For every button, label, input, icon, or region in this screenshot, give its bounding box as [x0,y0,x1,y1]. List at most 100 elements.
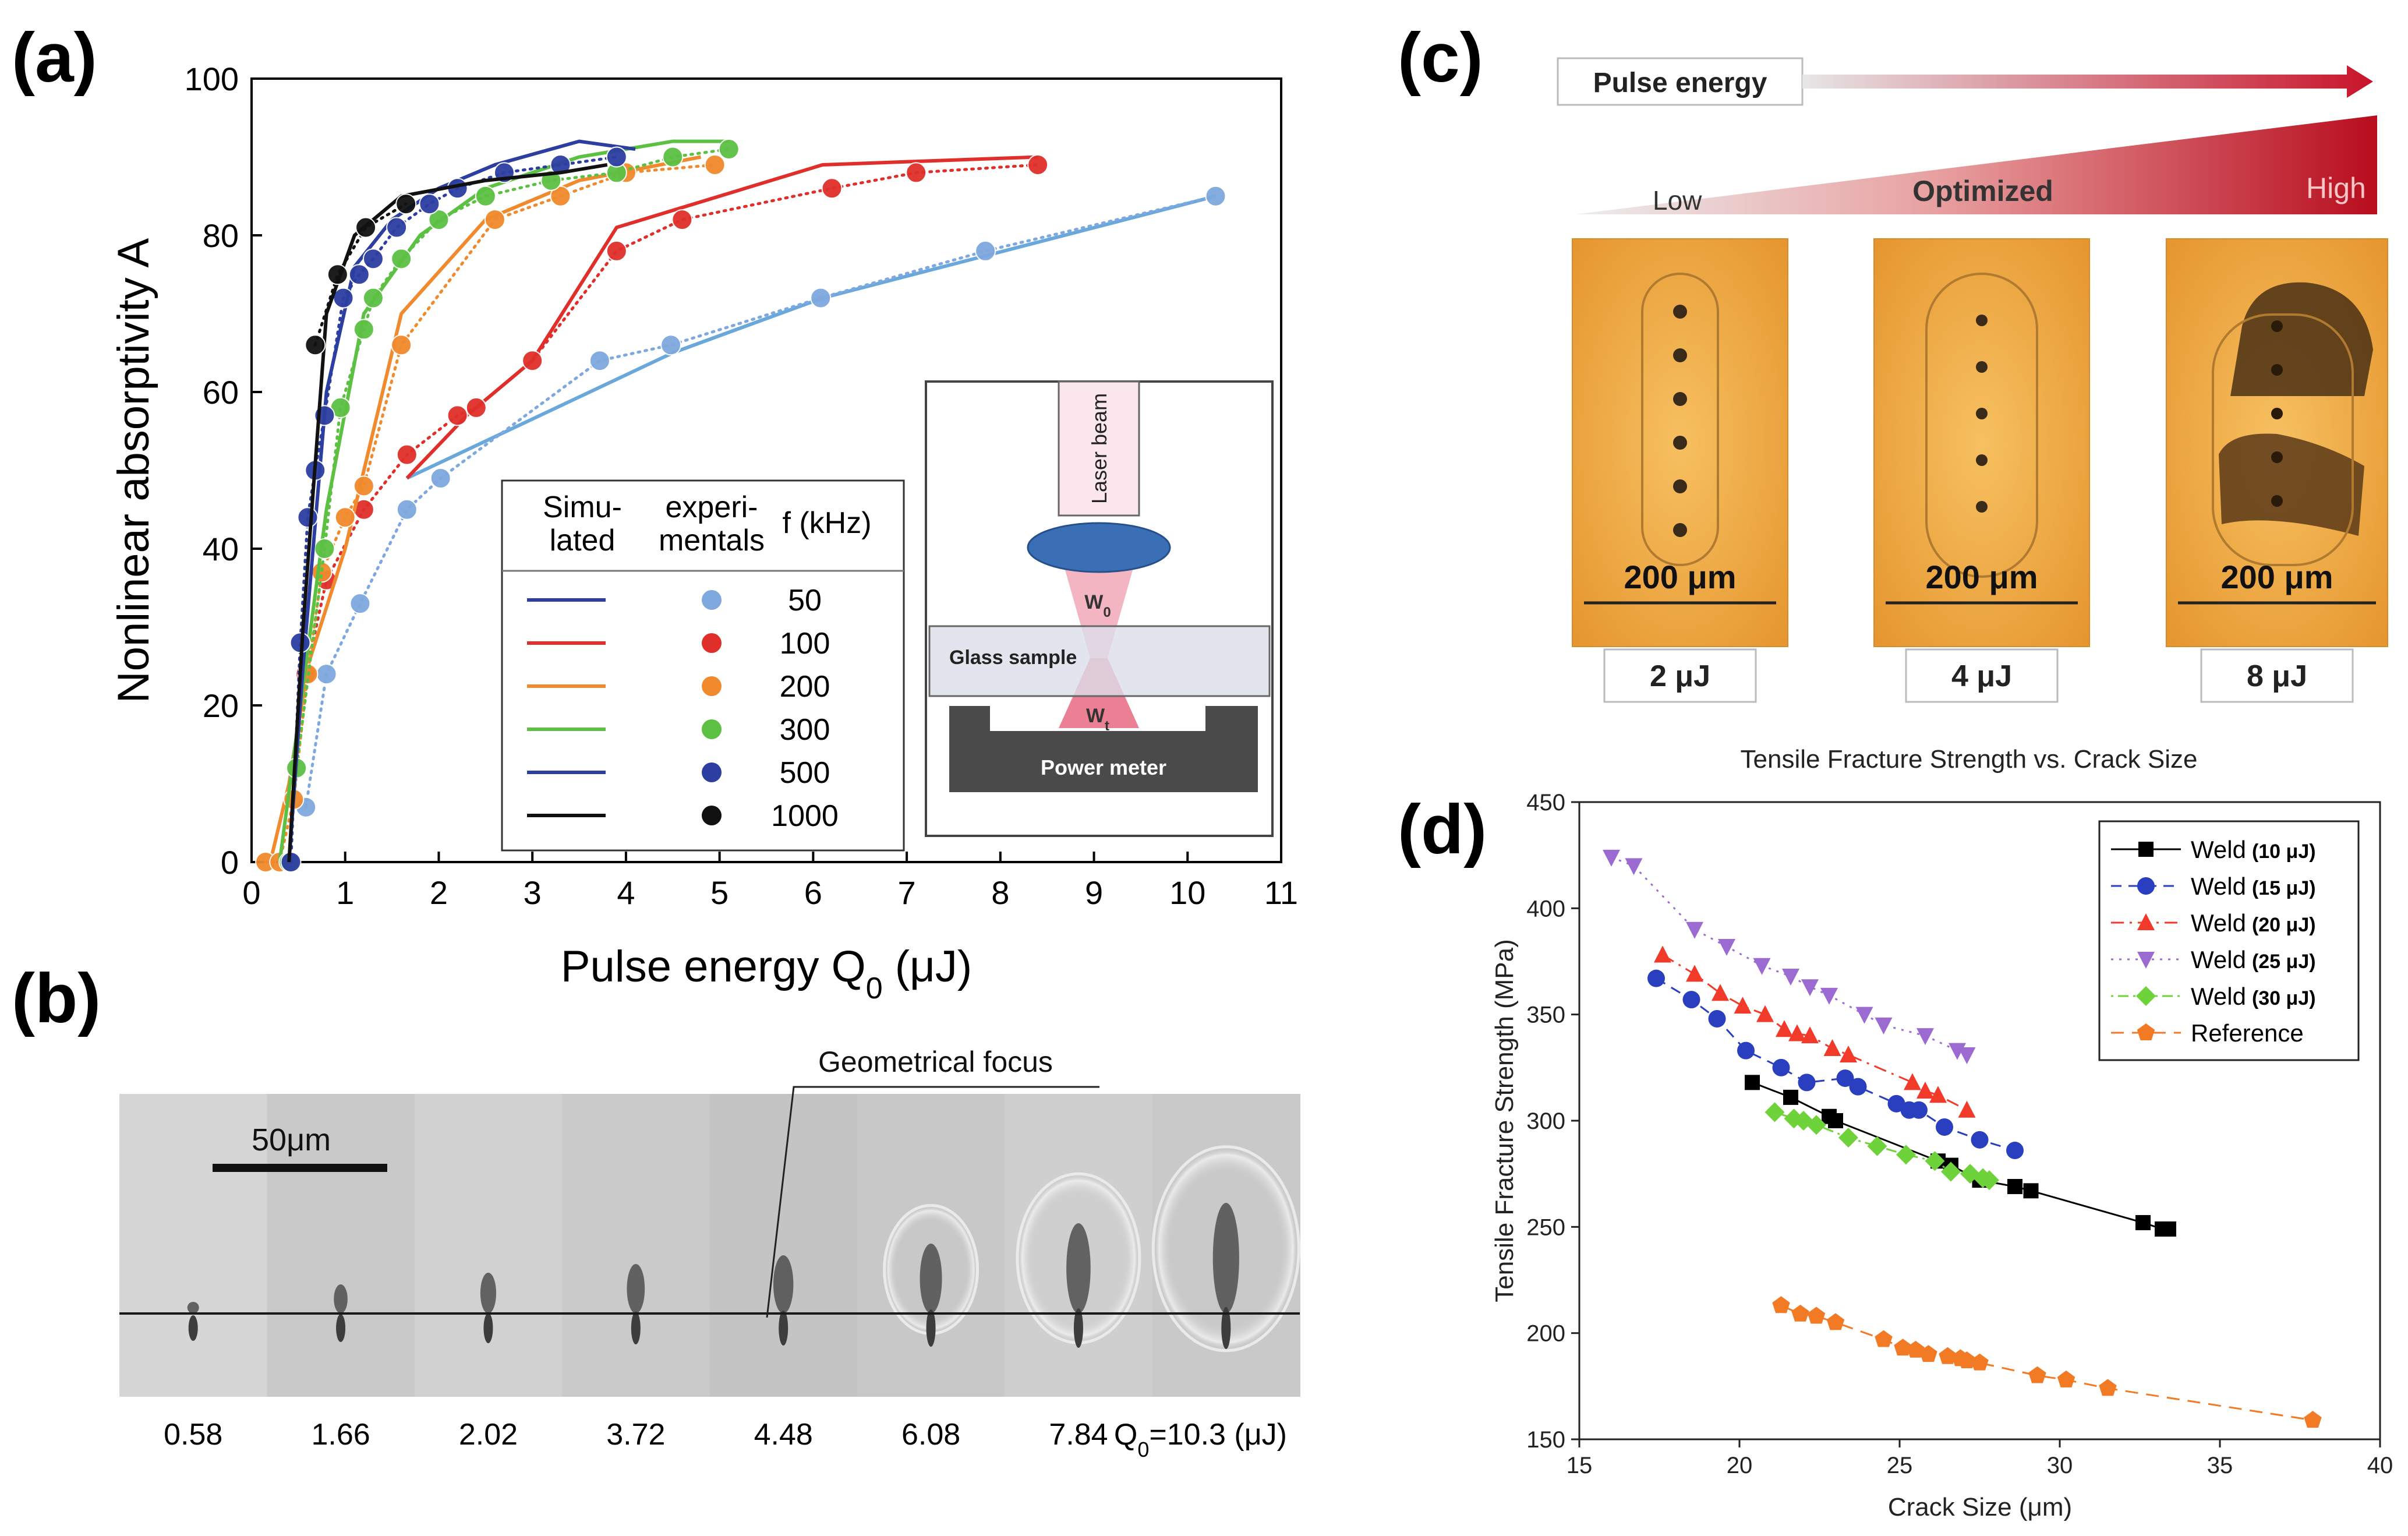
energy-label: 6.08 [901,1418,960,1452]
x-tick-label: 11 [1264,874,1298,911]
data-point-square [2023,1183,2039,1199]
exp-point-200 [311,562,333,583]
energy-label: 0.58 [164,1418,222,1452]
data-point-pentagon [1907,1340,1925,1358]
exp-point-100 [522,350,543,372]
chart-d-title: Tensile Fracture Strength vs. Crack Size [1741,745,2198,774]
image-strip-b: 50μm Geometrical focus 0.58 1.66 2.02 3.72 4… [119,1046,1300,1461]
y-tick-label: 300 [1526,1108,1565,1134]
y-tick-label: 40 [203,531,239,567]
w0-label: W0 [1084,591,1111,620]
data-point-pentagon [2304,1411,2322,1428]
pulse-energy-box [1557,57,1804,106]
energy-value-1: 2 μJ [1650,659,1710,693]
y-tick-label: 20 [203,687,239,724]
data-point-triangle-up [1712,984,1729,1001]
data-point-triangle-up [1958,1100,1976,1118]
x-tick-label: 2 [430,874,448,911]
exp-point-50 [349,593,371,615]
legend-f-200: 200 [780,670,830,704]
weld-spot [2271,408,2283,419]
exp-point-200 [353,475,374,497]
legend-header-exp-2: mentals [659,524,765,557]
weld-spot [1673,305,1687,319]
legend-header-sim-1: Simu- [543,490,622,524]
data-point-pentagon [1894,1339,1912,1356]
weld-spot [1673,348,1687,362]
plasma-tail [1073,1308,1083,1348]
y-tick-label: 400 [1526,896,1565,921]
data-point-circle [1836,1069,1854,1087]
weld-spot [1673,479,1687,493]
weld-spot [2271,320,2283,332]
legend-label-pentagon: Reference [2191,1019,2304,1047]
weld-spot [2271,451,2283,463]
data-point-triangle-up [1801,1026,1819,1044]
chart-d-legend-box [2098,820,2360,1061]
strip-frame [414,1094,563,1397]
exp-point-50 [316,663,337,685]
exp-line-1000 [313,202,408,347]
energy-label: 4.48 [754,1418,813,1452]
data-point-pentagon [1791,1304,1809,1322]
exp-point-500 [606,146,627,168]
weld-spot [1976,361,1988,373]
strip-frame [119,1094,268,1397]
setup-inset: Laser beam W0 Glass sample Wt Power mete… [925,380,1274,837]
exp-point-100 [671,209,693,231]
data-point-diamond [1765,1102,1785,1122]
data-point-triangle-down [1686,921,1703,939]
x-tick-label: 5 [710,874,729,911]
y-tick-label: 100 [185,61,239,97]
weld-spot [1673,436,1687,450]
exp-point-200 [550,185,571,207]
weld-spot [1976,315,1988,326]
data-point-triangle-up [1840,1045,1857,1062]
data-point-triangle-down [1782,969,1799,986]
x-tick-label: 7 [898,874,916,911]
data-point-circle [1737,1041,1755,1060]
data-point-triangle-down [1801,979,1819,997]
plasma-tail [1221,1307,1231,1349]
pulse-energy-label: Pulse energy [1593,68,1767,98]
legend-marker-triangle-down [2137,952,2155,969]
x-tick-label: 6 [804,874,822,911]
micrographs-c: 200 μm 2 μJ 200 μm 4 μJ 200 μm 8 μJ [1572,238,2388,703]
plasma-tail [336,1314,346,1342]
x-tick-label: 0 [242,874,260,911]
data-point-triangle-up [1917,1081,1934,1099]
y-tick-label: 80 [203,217,239,254]
legend-marker-diamond [2136,986,2156,1006]
weld-spot [1673,523,1687,537]
data-point-triangle-up [1776,1020,1793,1037]
exp-point-500 [386,217,408,238]
wedge-low-label: Low [1653,185,1702,216]
legend-f-1000: 1000 [771,799,839,833]
exp-point-50 [430,467,451,489]
power-meter-shape [949,706,1258,792]
weld-spot [2271,364,2283,376]
series-line-pentagon [1780,1304,2313,1421]
exp-point-100 [1027,154,1049,175]
data-point-circle [1936,1118,1953,1136]
chart-d-legend-rows: Weld (10 μJ) Weld (15 μJ) Weld (20 μJ) Weld (25… [2111,836,2316,1047]
x-tick-label: 15 [1567,1453,1593,1478]
sim-line-300 [278,139,729,863]
wt-label: Wt [1086,705,1109,734]
chart-a: 0 1 2 3 4 5 6 7 8 9 10 11 0 20 40 60 80 100 Pulse energy … [109,61,1298,1005]
chart-d-ticks: 15 20 25 30 35 40 150 200 250 300 350 400 450 [1526,790,2393,1478]
exp-point-100 [606,240,627,262]
panel-label-b: (b) [12,959,101,1037]
data-point-pentagon [1772,1296,1790,1313]
panel-label-c: (c) [1398,19,1483,97]
legend-marker-1000 [702,806,722,825]
x-tick-label: 35 [2207,1453,2233,1478]
exp-point-300 [662,146,684,168]
weld-spot [1976,454,1988,466]
y-tick-label: 250 [1526,1214,1565,1240]
data-point-diamond [1896,1145,1916,1165]
data-point-pentagon [1807,1307,1826,1324]
legend-marker-triangle-up [2137,913,2155,930]
data-point-triangle-down [1917,1028,1934,1046]
chart-d-ylabel: Tensile Fracture Strength (MPa) [1490,939,1519,1302]
